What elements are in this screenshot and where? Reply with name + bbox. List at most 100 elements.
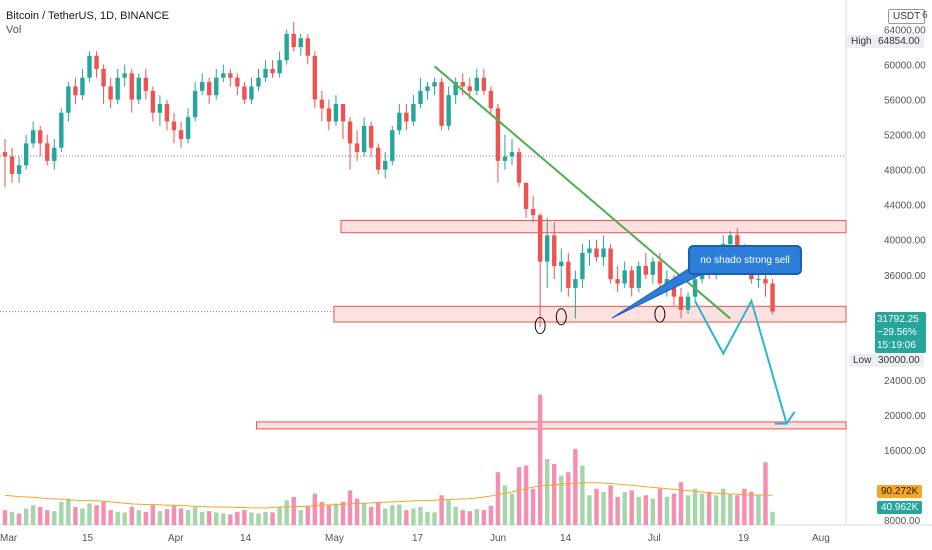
candle-body xyxy=(115,77,120,100)
candle-body xyxy=(298,38,303,48)
candle-body xyxy=(178,130,184,139)
candle-body xyxy=(615,279,620,284)
volume-bar xyxy=(530,488,536,525)
volume-bar xyxy=(199,511,205,525)
volume-bar xyxy=(383,508,388,525)
candle-body xyxy=(728,235,733,245)
volume-bar xyxy=(580,465,585,525)
volume-bar xyxy=(235,511,240,525)
candle-body xyxy=(249,86,254,100)
y-tick-label: 24000.00 xyxy=(884,376,926,387)
volume-bar xyxy=(615,496,620,525)
candle-body xyxy=(573,279,578,288)
volume-bar xyxy=(678,482,684,525)
candle-body xyxy=(38,130,43,144)
volume-bar xyxy=(474,509,479,525)
candle-body xyxy=(650,261,656,275)
target-zone xyxy=(256,421,847,430)
candle-body xyxy=(411,103,416,122)
bar-countdown: 15:19:06 xyxy=(877,340,916,351)
candle-body xyxy=(559,261,564,266)
volume-bar xyxy=(622,492,627,525)
volume-bar xyxy=(66,498,71,525)
y-tick-label: 16000.00 xyxy=(884,446,926,457)
candle-body xyxy=(587,248,592,253)
volume-bar xyxy=(587,495,592,525)
price-change: −29.56% xyxy=(877,327,917,338)
candle-body xyxy=(16,165,22,175)
candle-body xyxy=(481,77,487,91)
volume-bar xyxy=(347,490,353,525)
volume-bar xyxy=(108,510,113,525)
candle-body xyxy=(94,55,99,69)
candle-body xyxy=(545,235,550,262)
volume-bar xyxy=(594,488,599,525)
candle-body xyxy=(30,130,36,144)
volume-bar xyxy=(207,511,212,525)
volume-bar xyxy=(30,505,36,525)
candle-body xyxy=(488,90,494,109)
annotation-callout[interactable]: no shado strong sell xyxy=(688,245,802,275)
volume-bar xyxy=(706,492,712,525)
volume-bar xyxy=(16,513,22,525)
candle-body xyxy=(228,73,233,78)
volume-bar xyxy=(242,510,247,525)
candle-body xyxy=(552,235,557,266)
symbol-title: Bitcoin / TetherUS, 1D, BINANCE xyxy=(6,10,170,22)
candle-body xyxy=(756,279,761,281)
volume-bar xyxy=(73,506,78,525)
volume-bar xyxy=(333,503,339,525)
volume-bar xyxy=(664,496,670,525)
candle-body xyxy=(122,73,127,78)
candle-body xyxy=(439,82,444,126)
volume-bar xyxy=(728,493,733,525)
volume-bar xyxy=(488,505,494,525)
volume-bar xyxy=(418,506,423,525)
axis-top-value: 6 xyxy=(922,10,928,21)
resistance-zone xyxy=(340,219,847,234)
candle-body xyxy=(136,77,141,100)
volume-bar xyxy=(284,500,289,525)
candle-body xyxy=(326,108,332,122)
candle-body xyxy=(636,266,641,288)
x-tick-label: 14 xyxy=(240,533,252,544)
candle-body xyxy=(108,86,113,100)
volume-bar xyxy=(376,501,381,525)
candle-body xyxy=(467,86,472,91)
volume-bar xyxy=(249,512,254,525)
volume-bar xyxy=(432,512,437,525)
candle-body xyxy=(143,77,149,91)
candle-body xyxy=(608,248,613,280)
candle-body xyxy=(284,33,289,61)
volume-bar xyxy=(129,506,134,525)
candle-body xyxy=(622,270,627,284)
x-tick-label: Mar xyxy=(0,533,18,544)
candle-body xyxy=(657,261,663,284)
volume-bar xyxy=(735,495,740,525)
x-tick-label: Jul xyxy=(648,533,661,544)
volume-bar xyxy=(23,508,29,525)
currency-badge[interactable]: USDT xyxy=(888,9,926,24)
volume-bar xyxy=(537,394,543,525)
volume-label: Vol xyxy=(6,24,22,36)
candle-body xyxy=(221,73,226,78)
candle-body xyxy=(460,82,465,87)
volume-bar xyxy=(326,505,332,525)
candle-body xyxy=(150,90,156,113)
candle-body xyxy=(629,270,634,288)
low-marker xyxy=(654,305,666,323)
volume-bar xyxy=(277,506,282,525)
candle-body xyxy=(171,121,177,131)
candle-body xyxy=(735,235,740,249)
volume-bar xyxy=(2,510,8,525)
candle-body xyxy=(354,143,360,153)
volume-bar xyxy=(178,508,184,525)
candle-body xyxy=(516,152,522,183)
forecast-arrow xyxy=(694,298,788,424)
y-tick-label: 44000.00 xyxy=(884,201,926,212)
volume-bar xyxy=(38,506,43,525)
volume-bar xyxy=(608,485,613,525)
volume-bar xyxy=(699,493,705,525)
volume-bar xyxy=(404,510,409,525)
